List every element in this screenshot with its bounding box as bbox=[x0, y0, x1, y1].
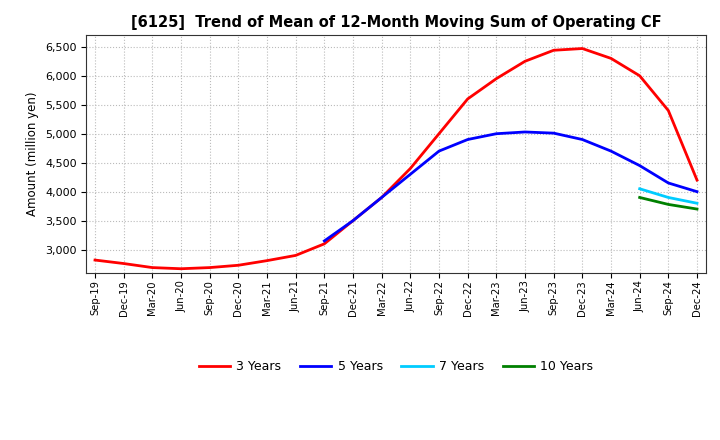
3 Years bbox=[406, 166, 415, 171]
10 Years bbox=[664, 202, 672, 207]
7 Years bbox=[635, 186, 644, 191]
Legend: 3 Years, 5 Years, 7 Years, 10 Years: 3 Years, 5 Years, 7 Years, 10 Years bbox=[194, 355, 598, 378]
5 Years bbox=[521, 129, 529, 135]
5 Years bbox=[377, 195, 386, 200]
5 Years bbox=[435, 148, 444, 154]
3 Years bbox=[549, 48, 558, 53]
3 Years bbox=[635, 73, 644, 78]
3 Years bbox=[234, 263, 243, 268]
3 Years bbox=[91, 257, 99, 263]
5 Years bbox=[406, 172, 415, 177]
5 Years bbox=[320, 238, 328, 244]
3 Years bbox=[148, 265, 157, 270]
3 Years bbox=[492, 76, 500, 81]
3 Years bbox=[263, 258, 271, 263]
3 Years bbox=[320, 241, 328, 246]
3 Years bbox=[464, 96, 472, 102]
5 Years bbox=[635, 163, 644, 168]
5 Years bbox=[664, 180, 672, 186]
3 Years bbox=[292, 253, 300, 258]
5 Years bbox=[607, 148, 616, 154]
Line: 7 Years: 7 Years bbox=[639, 189, 697, 203]
3 Years bbox=[607, 56, 616, 61]
Title: [6125]  Trend of Mean of 12-Month Moving Sum of Operating CF: [6125] Trend of Mean of 12-Month Moving … bbox=[131, 15, 661, 30]
5 Years bbox=[693, 189, 701, 194]
3 Years bbox=[176, 266, 185, 271]
5 Years bbox=[549, 131, 558, 136]
7 Years bbox=[664, 195, 672, 200]
3 Years bbox=[205, 265, 214, 270]
Y-axis label: Amount (million yen): Amount (million yen) bbox=[27, 92, 40, 216]
10 Years bbox=[635, 195, 644, 200]
7 Years bbox=[693, 201, 701, 206]
Line: 3 Years: 3 Years bbox=[95, 48, 697, 269]
3 Years bbox=[435, 131, 444, 136]
5 Years bbox=[578, 137, 587, 142]
3 Years bbox=[521, 59, 529, 64]
3 Years bbox=[664, 108, 672, 113]
3 Years bbox=[578, 46, 587, 51]
10 Years bbox=[693, 206, 701, 212]
3 Years bbox=[348, 218, 357, 223]
5 Years bbox=[348, 218, 357, 223]
5 Years bbox=[492, 131, 500, 136]
3 Years bbox=[693, 177, 701, 183]
5 Years bbox=[464, 137, 472, 142]
Line: 10 Years: 10 Years bbox=[639, 198, 697, 209]
3 Years bbox=[377, 195, 386, 200]
3 Years bbox=[120, 261, 128, 266]
Line: 5 Years: 5 Years bbox=[324, 132, 697, 241]
